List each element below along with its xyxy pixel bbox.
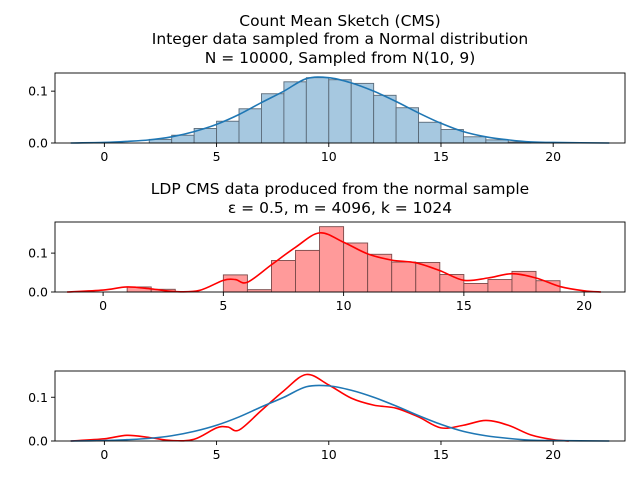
x-tick-label: 5 — [219, 298, 227, 313]
histogram-bar — [271, 260, 296, 293]
x-tick-label: 0 — [99, 298, 107, 313]
axes-frame — [54, 221, 626, 293]
histogram-bar — [216, 120, 240, 144]
histogram-bar — [319, 226, 345, 293]
x-tick-label: 10 — [321, 149, 337, 164]
x-tick-label: 20 — [545, 447, 561, 462]
x-tick-label: 15 — [433, 149, 449, 164]
x-tick-label: 0 — [100, 447, 108, 462]
chart-3: 0 5 10 15 20 0.0 0.1 — [28, 370, 626, 462]
chart-title-line: ε = 0.5, m = 4096, k = 1024 — [228, 199, 452, 217]
histogram-bar — [391, 261, 417, 293]
histogram-bar — [418, 121, 442, 144]
series-line — [70, 373, 569, 442]
y-tick-label: 0.0 — [28, 434, 48, 449]
x-tick-label: 15 — [433, 447, 449, 462]
kde-line — [70, 76, 610, 144]
histogram-bar — [487, 279, 513, 293]
histogram-bar — [415, 261, 441, 293]
axes-frame — [54, 72, 626, 144]
x-tick-label: 15 — [456, 298, 472, 313]
chart-title-line: LDP CMS data produced from the normal sa… — [151, 180, 529, 198]
histogram-bar — [238, 108, 262, 144]
kde-line — [66, 232, 602, 293]
histogram-bar — [373, 94, 397, 144]
y-tick-label: 0.1 — [28, 84, 48, 99]
histogram-bar — [395, 107, 419, 144]
histogram-bar — [462, 136, 487, 144]
histogram-bar — [305, 77, 330, 144]
chart-title-line: N = 10000, Sampled from N(10, 9) — [205, 49, 476, 67]
histogram-bar — [328, 79, 352, 144]
x-tick-label: 0 — [100, 149, 108, 164]
axes-frame — [54, 370, 626, 442]
chart-title-line: Count Mean Sketch (CMS) — [239, 12, 440, 30]
chart-2: LDP CMS data produced from the normal sa… — [28, 180, 626, 313]
histogram-bar — [350, 82, 375, 144]
histogram-bar — [463, 282, 489, 293]
histogram-bar — [485, 139, 509, 144]
x-tick-label: 20 — [545, 149, 561, 164]
series-line — [70, 384, 610, 442]
x-tick-label: 10 — [336, 298, 352, 313]
y-tick-label: 0.1 — [28, 246, 48, 261]
x-tick-label: 10 — [321, 447, 337, 462]
histogram-bar — [367, 253, 393, 293]
histogram-bar — [283, 81, 307, 144]
y-tick-label: 0.0 — [28, 285, 48, 300]
y-tick-label: 0.1 — [28, 390, 48, 405]
x-tick-label: 5 — [213, 447, 221, 462]
histogram-bar — [295, 249, 321, 293]
chart-title-line: Integer data sampled from a Normal distr… — [152, 30, 528, 48]
chart-1: Count Mean Sketch (CMS)Integer data samp… — [28, 12, 626, 164]
histogram-bar — [439, 274, 465, 293]
histogram-bar — [343, 242, 369, 293]
x-tick-label: 5 — [213, 149, 221, 164]
y-tick-label: 0.0 — [28, 136, 48, 151]
x-tick-label: 20 — [576, 298, 592, 313]
histogram-bar — [440, 129, 464, 144]
